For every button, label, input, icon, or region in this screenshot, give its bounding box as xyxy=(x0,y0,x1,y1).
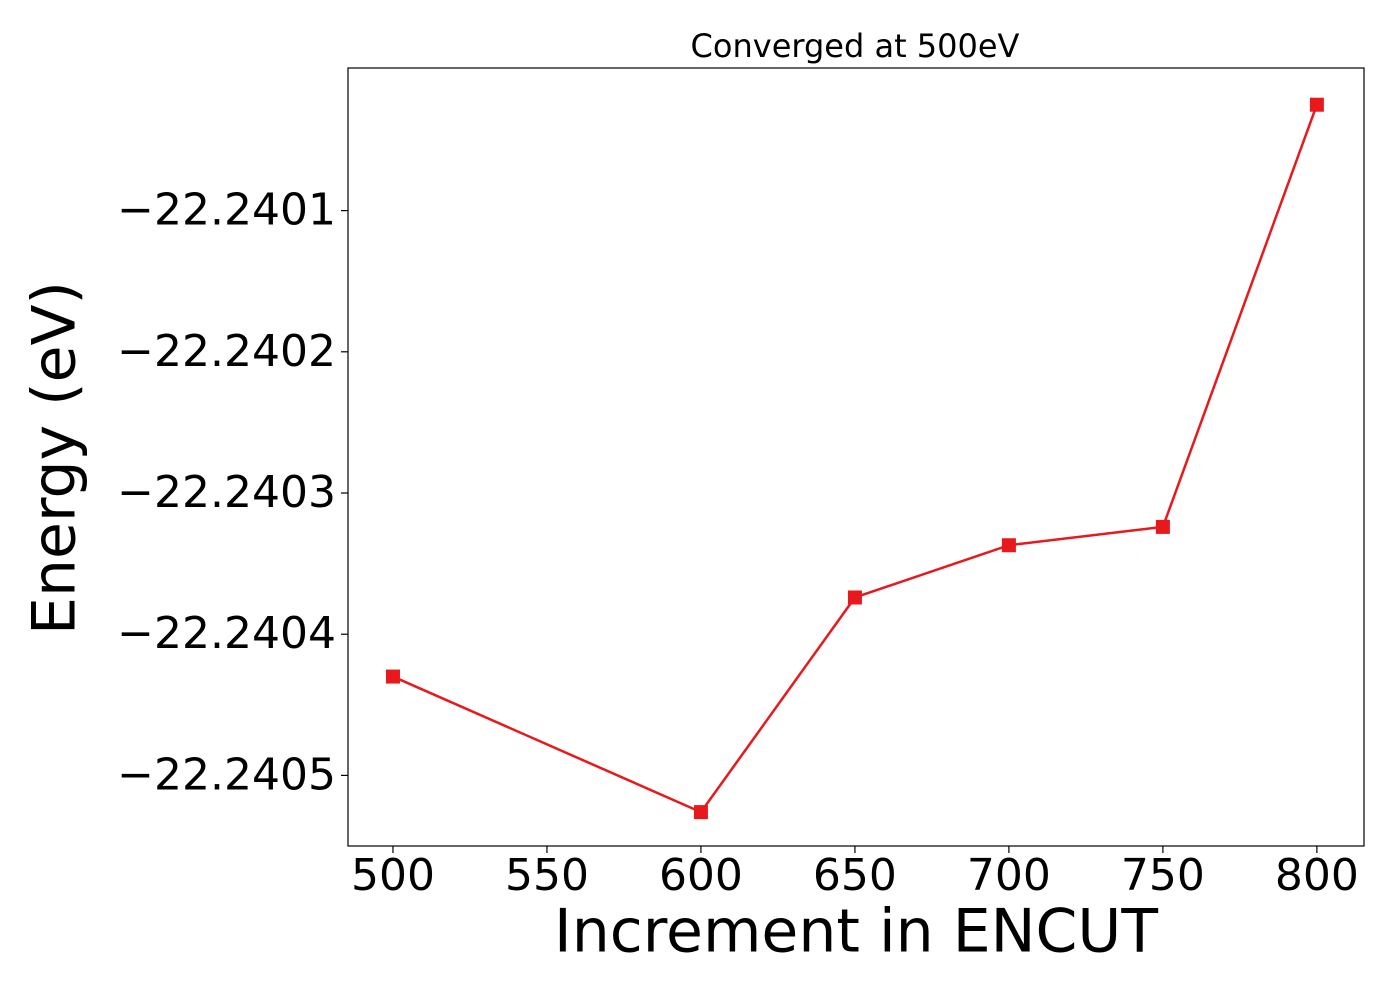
marker xyxy=(385,669,400,684)
marker xyxy=(1155,519,1170,534)
y-tick-label: −22.2404 xyxy=(117,608,336,659)
series-line xyxy=(392,104,1319,814)
y-tick-label: −22.2403 xyxy=(117,467,336,518)
y-tick-label: −22.2401 xyxy=(117,185,336,236)
y-axis-label: Energy (eV) xyxy=(20,281,90,635)
x-tick-label: 550 xyxy=(505,850,589,901)
plot-frame xyxy=(347,67,1365,847)
y-tick-label: −22.2405 xyxy=(117,749,336,800)
marker xyxy=(1309,97,1324,112)
x-tick-label: 650 xyxy=(813,850,897,901)
y-tick-label: −22.2402 xyxy=(117,326,336,377)
marker xyxy=(693,805,708,820)
x-axis-label: Increment in ENCUT xyxy=(554,897,1158,967)
x-tick-label: 750 xyxy=(1121,850,1205,901)
chart-title: Converged at 500eV xyxy=(691,27,1020,65)
marker xyxy=(847,590,862,605)
x-tick-label: 800 xyxy=(1275,850,1359,901)
x-tick-label: 700 xyxy=(967,850,1051,901)
marker xyxy=(1001,538,1016,553)
x-tick-label: 500 xyxy=(351,850,435,901)
x-tick-label: 600 xyxy=(659,850,743,901)
